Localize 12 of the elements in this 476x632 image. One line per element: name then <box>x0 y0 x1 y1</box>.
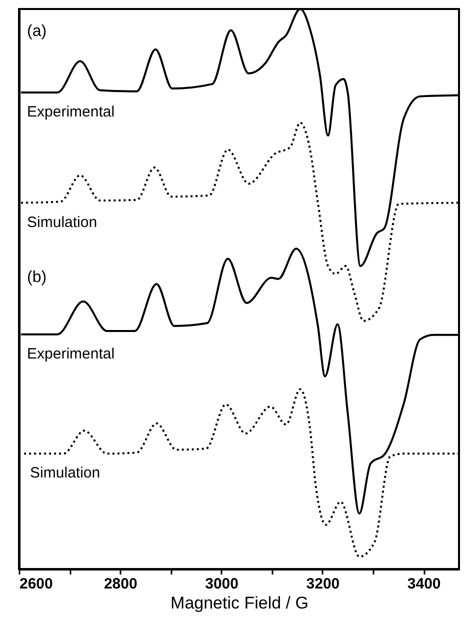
x-axis-title: Magnetic Field / G <box>170 594 308 612</box>
series-label: Experimental <box>27 345 115 362</box>
annotation: (b) <box>27 269 47 286</box>
x-tick-label: 3200 <box>306 576 340 592</box>
x-tick-label: 3000 <box>205 576 238 592</box>
annotation: (a) <box>27 23 47 40</box>
series-label: Simulation <box>30 464 100 482</box>
x-tick-label: 2800 <box>104 576 138 592</box>
series-label: Experimental <box>27 103 115 120</box>
x-tick-label: 3400 <box>407 576 441 592</box>
series-label: Simulation <box>27 214 98 231</box>
x-tick-label: 2600 <box>20 576 53 592</box>
